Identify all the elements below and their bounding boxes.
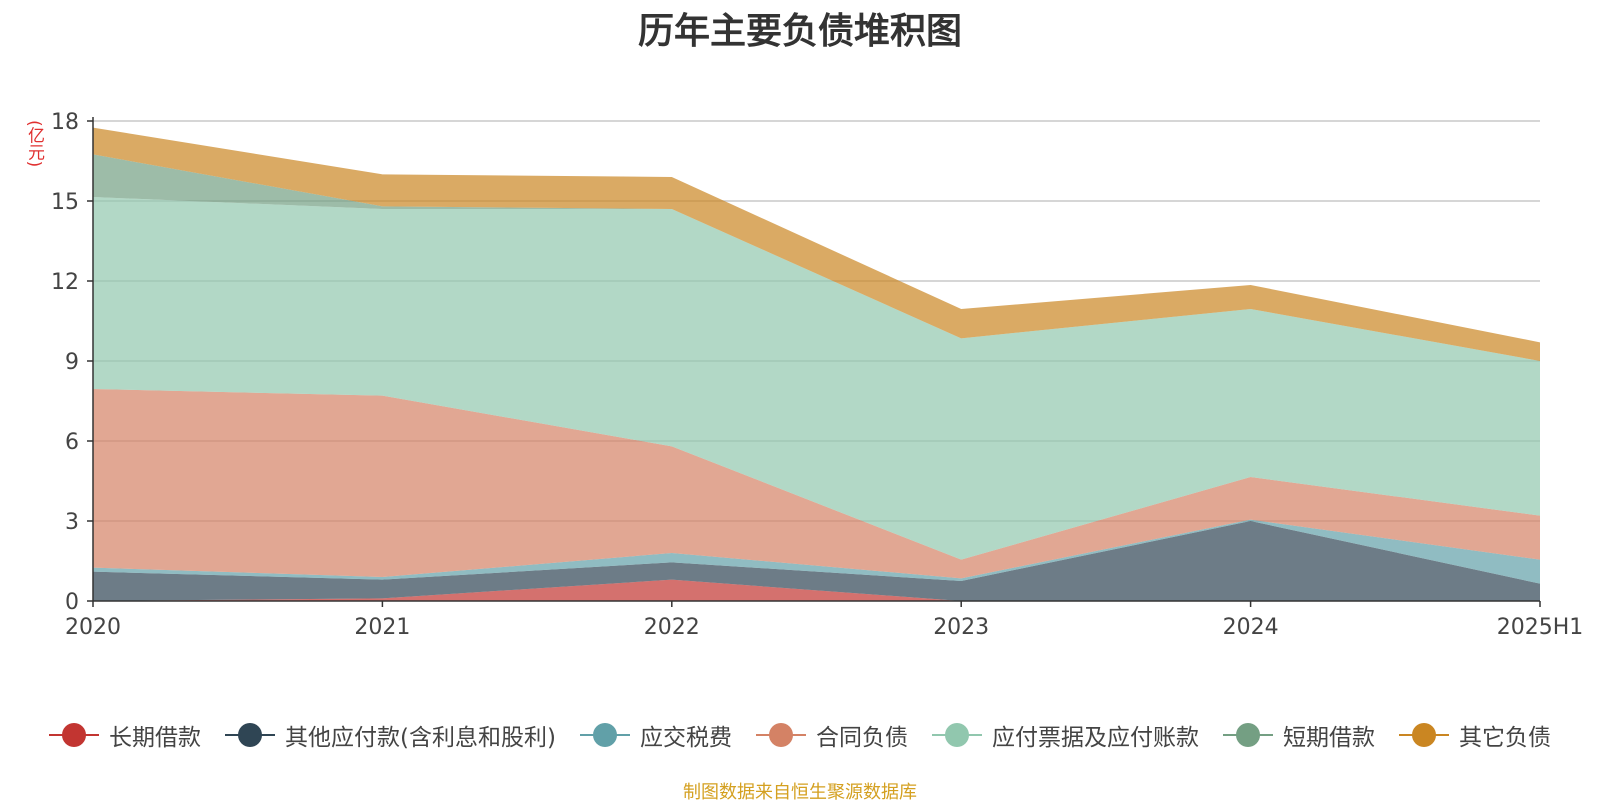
legend-item-4[interactable]: 应付票据及应付账款	[931, 718, 1199, 752]
legend-marker	[755, 723, 806, 747]
legend-label: 其他应付款(含利息和股利)	[285, 725, 556, 751]
x-tick-label: 2024	[1223, 615, 1279, 640]
area-series-4	[93, 197, 1540, 560]
legend-label: 合同负债	[815, 725, 908, 751]
y-tick-label: 12	[51, 270, 79, 295]
legend-marker	[49, 723, 100, 747]
x-tick-label: 2020	[65, 615, 121, 640]
legend-item-0[interactable]: 长期借款	[49, 718, 201, 752]
legend-marker	[579, 723, 630, 747]
legend-label: 应交税费	[639, 725, 732, 751]
area-series-6	[93, 127, 1540, 362]
axes: 0 3 6 9 12 15 18 2020 2021 2022 2023 2024 2025H1	[51, 110, 1583, 640]
legend-item-5[interactable]: 短期借款	[1222, 718, 1375, 752]
area-series-3	[93, 389, 1540, 579]
legend-label: 其它负债	[1458, 725, 1551, 751]
area-series-1	[93, 521, 1540, 601]
y-tick-label: 9	[65, 350, 79, 375]
y-tick-label: 3	[65, 510, 79, 535]
legend-marker	[225, 723, 276, 747]
legend-marker	[1398, 723, 1449, 747]
y-tick-label: 6	[65, 430, 79, 455]
x-tick-label: 2021	[354, 615, 410, 640]
area-series-2	[93, 519, 1540, 584]
legend-label: 短期借款	[1282, 725, 1375, 751]
y-tick-label: 15	[51, 190, 79, 215]
legend-label: 长期借款	[109, 725, 202, 751]
y-tick-label: 0	[65, 590, 79, 615]
chart-title: 历年主要负债堆积图	[637, 11, 962, 52]
x-tick-label: 2025H1	[1497, 615, 1584, 640]
data-source-note: 制图数据来自恒生聚源数据库	[683, 782, 917, 803]
legend-label: 应付票据及应付账款	[991, 725, 1199, 751]
legend-item-3[interactable]: 合同负债	[755, 718, 908, 752]
legend-item-6[interactable]: 其它负债	[1398, 718, 1551, 752]
area-series-0	[93, 579, 1540, 601]
y-axis-unit-label: (亿元)	[24, 120, 44, 168]
legend-marker	[1222, 723, 1273, 747]
x-tick-label: 2022	[644, 615, 700, 640]
area-series	[93, 127, 1540, 601]
x-tick-label: 2023	[933, 615, 989, 640]
legend-item-2[interactable]: 应交税费	[579, 718, 732, 752]
stacked-area-chart: 0 3 6 9 12 15 18 2020 2021 2022 2023 2024 2025H1	[51, 110, 1583, 640]
legend-marker	[931, 723, 982, 747]
legend-item-1[interactable]: 其他应付款(含利息和股利)	[225, 718, 556, 752]
legend: 长期借款 其他应付款(含利息和股利) 应交税费 合同负债 应付票据及应付账款 短期借款 其它…	[0, 718, 1600, 752]
y-tick-label: 18	[51, 110, 79, 135]
